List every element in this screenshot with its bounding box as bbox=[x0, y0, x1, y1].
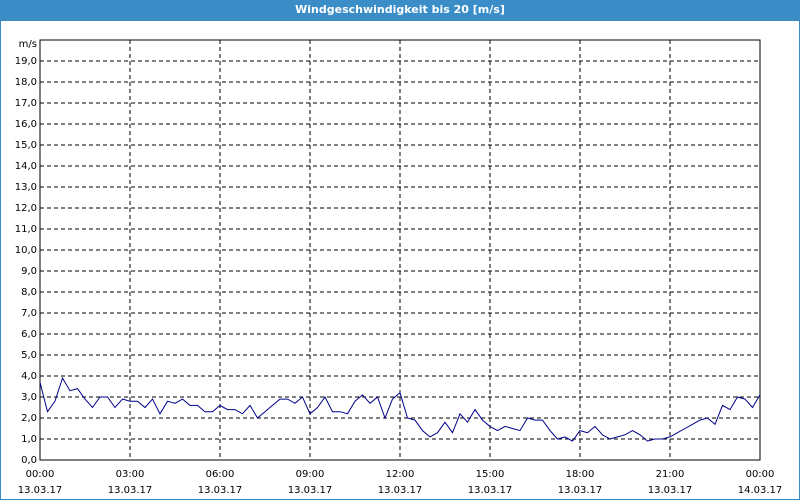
y-tick-label: 8,0 bbox=[21, 287, 37, 298]
x-tick-date: 13.03.17 bbox=[18, 485, 63, 496]
data-line bbox=[39, 376, 761, 442]
y-tick-label: 1,0 bbox=[21, 434, 37, 445]
x-tick-label: 09:00 bbox=[296, 469, 325, 480]
x-tick-date: 13.03.17 bbox=[108, 485, 153, 496]
y-tick-label: 13,0 bbox=[15, 182, 37, 193]
x-tick-label: 00:00 bbox=[26, 469, 55, 480]
x-tick-date: 13.03.17 bbox=[468, 485, 513, 496]
plot-border bbox=[39, 39, 761, 461]
y-tick-label: 2,0 bbox=[21, 413, 37, 424]
y-tick-label: 9,0 bbox=[21, 266, 37, 277]
x-tick-date: 13.03.17 bbox=[288, 485, 333, 496]
y-tick-label: 3,0 bbox=[21, 392, 37, 403]
x-tick-label: 18:00 bbox=[566, 469, 595, 480]
y-tick-label: 4,0 bbox=[21, 371, 37, 382]
y-unit: m/s bbox=[19, 39, 37, 50]
x-tick-label: 03:00 bbox=[116, 469, 145, 480]
y-tick-label: 7,0 bbox=[21, 308, 37, 319]
chart-title: Windgeschwindigkeit bis 20 [m/s] bbox=[295, 3, 505, 16]
y-tick-label: 6,0 bbox=[21, 329, 37, 340]
y-tick-label: 5,0 bbox=[21, 350, 37, 361]
y-tick-label: 0,0 bbox=[21, 455, 37, 466]
y-tick-label: 15,0 bbox=[15, 140, 37, 151]
y-tick-label: 16,0 bbox=[15, 119, 37, 130]
x-tick-date: 13.03.17 bbox=[198, 485, 243, 496]
x-tick-date: 13.03.17 bbox=[378, 485, 423, 496]
x-tick-date: 13.03.17 bbox=[558, 485, 603, 496]
x-tick-label: 00:00 bbox=[746, 469, 775, 480]
y-tick-label: 11,0 bbox=[15, 224, 37, 235]
x-tick-label: 12:00 bbox=[386, 469, 415, 480]
title-bar bbox=[0, 0, 800, 20]
y-tick-label: 12,0 bbox=[15, 203, 37, 214]
y-tick-label: 18,0 bbox=[15, 77, 37, 88]
x-tick-label: 21:00 bbox=[656, 469, 685, 480]
y-tick-label: 17,0 bbox=[15, 98, 37, 109]
x-tick-label: 15:00 bbox=[476, 469, 505, 480]
x-tick-date: 14.03.17 bbox=[738, 485, 783, 496]
y-tick-label: 19,0 bbox=[15, 56, 37, 67]
x-tick-date: 13.03.17 bbox=[648, 485, 693, 496]
x-tick-label: 06:00 bbox=[206, 469, 235, 480]
y-tick-label: 14,0 bbox=[15, 161, 37, 172]
y-tick-label: 10,0 bbox=[15, 245, 37, 256]
